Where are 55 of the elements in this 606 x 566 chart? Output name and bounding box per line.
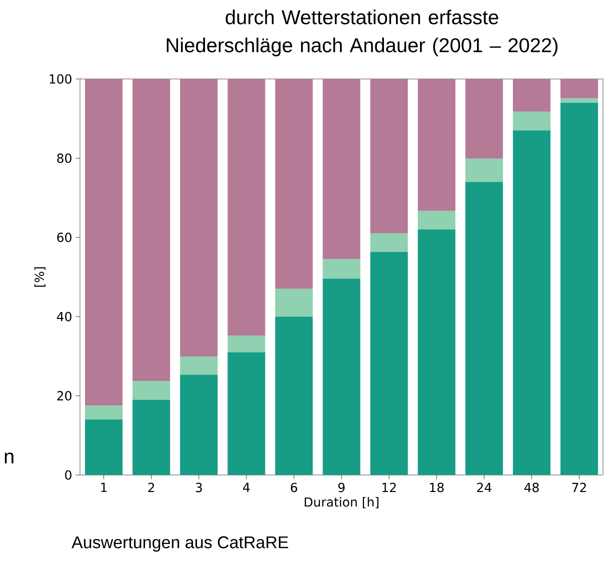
y-tick-label: 20 — [57, 391, 72, 401]
x-tick-label: 24 — [477, 482, 492, 492]
bar — [512, 111, 550, 130]
bar — [132, 400, 170, 475]
bar — [418, 229, 456, 475]
bar — [275, 316, 313, 475]
x-tick-label: 3 — [196, 482, 202, 492]
bar — [512, 130, 550, 475]
bar — [560, 102, 598, 475]
bar — [560, 78, 598, 98]
bar — [275, 78, 313, 289]
bar — [418, 210, 456, 230]
text: n — [4, 452, 14, 464]
bar — [370, 233, 408, 252]
bar — [322, 259, 360, 279]
bar — [512, 78, 550, 112]
x-tick-label: 4 — [243, 482, 250, 492]
bar — [370, 78, 408, 234]
x-tick-label: 12 — [382, 482, 396, 492]
bar — [465, 182, 503, 475]
bar — [180, 78, 218, 357]
bar — [180, 374, 218, 475]
bar — [85, 420, 123, 475]
x-axis-title: Duration [h] — [304, 497, 378, 508]
y-tick-label: 40 — [56, 312, 72, 322]
x-tick-label: 1 — [101, 482, 107, 492]
x-tick-label: 72 — [572, 482, 586, 492]
bar — [228, 352, 266, 475]
y-tick-label: 60 — [57, 232, 72, 242]
bar — [132, 381, 170, 400]
text: Auswertungen aus CatRaRE — [72, 536, 288, 552]
bar — [465, 78, 503, 159]
bar — [85, 78, 123, 406]
y-tick-label: 80 — [57, 153, 72, 163]
bar — [322, 78, 360, 260]
x-tick-label: 48 — [524, 482, 539, 492]
bar — [560, 98, 598, 103]
x-tick-label: 18 — [430, 482, 444, 492]
x-tick-label: 9 — [338, 482, 345, 492]
bar — [370, 252, 408, 475]
bar — [465, 158, 503, 182]
bar — [132, 78, 170, 382]
bar — [180, 356, 218, 375]
y-tick-label: 100 — [50, 74, 72, 84]
bar — [228, 78, 266, 336]
x-tick-label: 6 — [290, 482, 298, 492]
y-axis-title: [%] — [34, 267, 46, 287]
x-tick-label: 2 — [148, 482, 154, 492]
bar — [418, 78, 456, 211]
bar — [85, 406, 123, 420]
chart-title: durch Wetterstationen erfasste Niederschläge nach Andauer (2001 – 2022) — [166, 10, 558, 56]
bar — [228, 336, 266, 352]
bar — [322, 278, 360, 475]
y-tick-label: 0 — [65, 470, 72, 480]
bar — [275, 288, 313, 317]
